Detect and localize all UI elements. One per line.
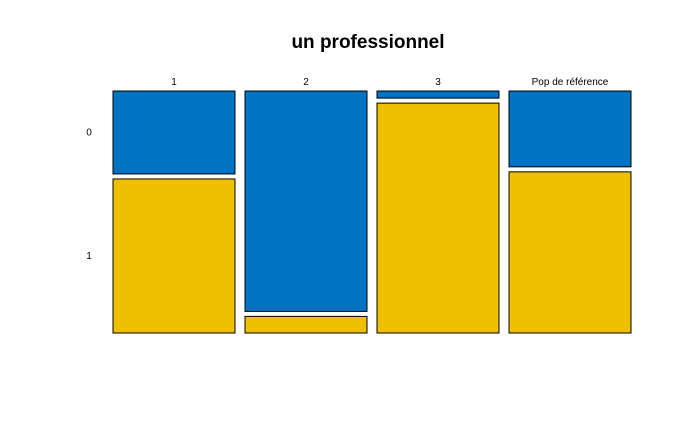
column-labels: 1 2 3 Pop de référence — [171, 77, 609, 88]
mosaic-tile — [112, 90, 236, 175]
column-label: 1 — [171, 77, 177, 88]
mosaic-tile — [244, 90, 368, 312]
row-labels: 01 — [86, 127, 92, 262]
row-label: 1 — [86, 251, 92, 262]
mosaic-tile — [244, 315, 368, 334]
row-label: 0 — [86, 127, 92, 138]
mosaic-tile — [112, 178, 236, 334]
column-label: Pop de référence — [532, 77, 609, 88]
mosaic-tile — [376, 102, 500, 334]
mosaic-tile — [508, 171, 632, 334]
mosaic-tile — [508, 90, 632, 168]
mosaic-tiles — [112, 90, 632, 334]
column-label: 2 — [303, 77, 309, 88]
chart-title: un professionnel — [291, 32, 444, 53]
column-label: 3 — [435, 77, 441, 88]
mosaic-tile — [376, 90, 500, 99]
